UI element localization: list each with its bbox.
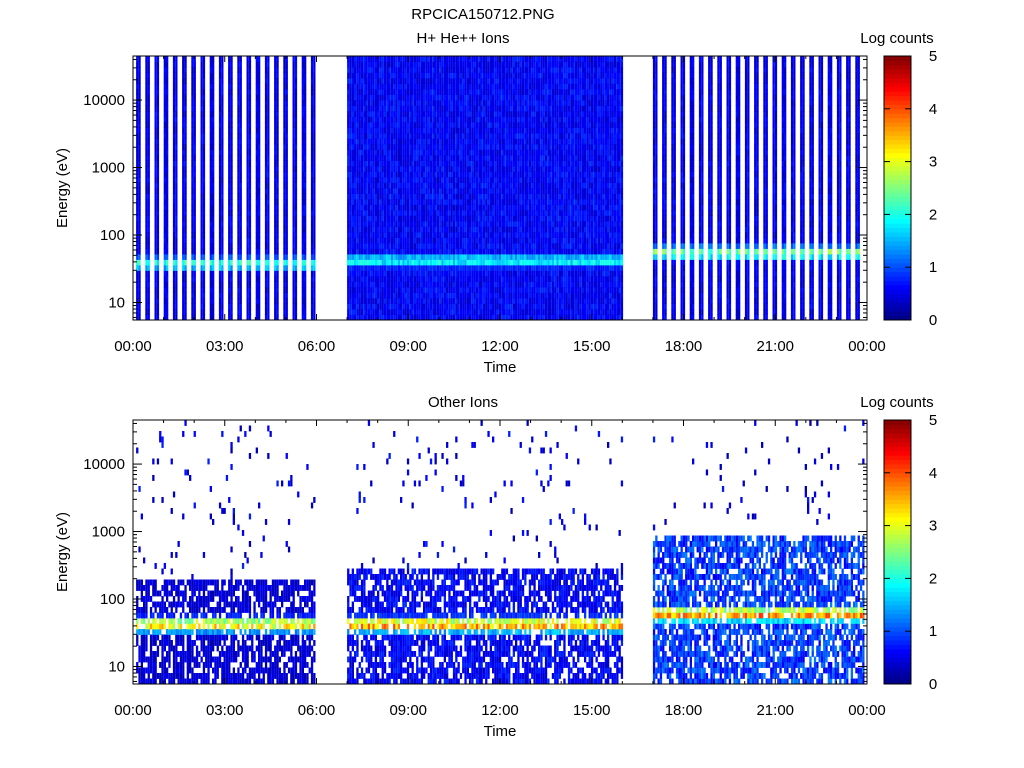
x-axis-label: Time xyxy=(484,359,517,376)
x-tick-label: 15:00 xyxy=(573,702,611,719)
panel-title: H+ He++ Ions xyxy=(417,30,510,47)
x-tick-label: 12:00 xyxy=(481,338,519,355)
y-axis-label: Energy (eV) xyxy=(54,148,71,228)
spectrogram-cells xyxy=(136,420,865,685)
colorbar-tick-label: 5 xyxy=(929,48,937,65)
colorbar-tick-label: 1 xyxy=(929,259,937,276)
x-tick-label: 03:00 xyxy=(206,702,244,719)
colorbar-frame xyxy=(883,419,912,685)
x-tick-label: 00:00 xyxy=(114,338,152,355)
y-tick-label: 10 xyxy=(108,294,125,311)
y-tick-label: 1000 xyxy=(92,160,125,177)
colorbar-tick-label: 4 xyxy=(929,465,937,482)
panels: H+ He++ Ions 00:00 03:00 06:00 09:00 12:00 15:… xyxy=(54,30,937,740)
x-tick-label: 09:00 xyxy=(389,338,427,355)
x-tick-label: 18:00 xyxy=(665,702,703,719)
panel-title: Other Ions xyxy=(428,394,498,411)
y-tick-label: 10000 xyxy=(83,456,125,473)
colorbar-label: Log counts xyxy=(860,30,933,47)
colorbar-tick-label: 2 xyxy=(929,206,937,223)
x-tick-label: 00:00 xyxy=(114,702,152,719)
x-tick-label: 00:00 xyxy=(848,702,886,719)
colorbar-label: Log counts xyxy=(860,394,933,411)
y-tick-label: 1000 xyxy=(92,524,125,541)
panel-2: Other Ions 00:00 03:00 06:00 09:00 12:00 15:00… xyxy=(54,394,937,740)
colorbar-tick-label: 2 xyxy=(929,570,937,587)
colorbar-frame xyxy=(883,55,912,321)
colorbar-tick-label: 5 xyxy=(929,412,937,429)
x-tick-label: 06:00 xyxy=(298,338,336,355)
x-tick-label: 03:00 xyxy=(206,338,244,355)
x-axis-label: Time xyxy=(484,723,517,740)
x-tick-label: 21:00 xyxy=(756,338,794,355)
y-tick-label: 100 xyxy=(100,591,125,608)
colorbar-tick-label: 3 xyxy=(929,518,937,535)
colorbar-tick-label: 1 xyxy=(929,623,937,640)
x-tick-label: 09:00 xyxy=(389,702,427,719)
colorbar-tick-label: 0 xyxy=(929,676,937,693)
spectrogram-cells xyxy=(136,56,860,321)
y-tick-label: 10 xyxy=(108,658,125,675)
y-tick-label: 100 xyxy=(100,227,125,244)
x-tick-label: 18:00 xyxy=(665,338,703,355)
x-tick-label: 21:00 xyxy=(756,702,794,719)
colorbar-tick-label: 0 xyxy=(929,312,937,329)
colorbar-tick-label: 3 xyxy=(929,154,937,171)
y-tick-label: 10000 xyxy=(83,92,125,109)
figure-title: RPCICA150712.PNG xyxy=(411,6,554,23)
panel-1: H+ He++ Ions 00:00 03:00 06:00 09:00 12:00 15:… xyxy=(54,30,937,376)
x-tick-label: 06:00 xyxy=(298,702,336,719)
x-tick-label: 12:00 xyxy=(481,702,519,719)
y-axis-label: Energy (eV) xyxy=(54,512,71,592)
x-tick-label: 00:00 xyxy=(848,338,886,355)
x-tick-label: 15:00 xyxy=(573,338,611,355)
colorbar-tick-label: 4 xyxy=(929,101,937,118)
